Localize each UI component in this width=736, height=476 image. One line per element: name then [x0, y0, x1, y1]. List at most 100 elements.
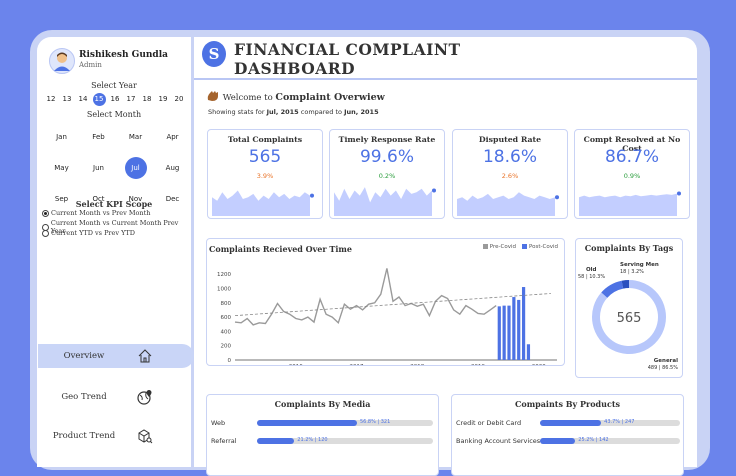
bar-category-label: Credit or Debit Card	[456, 419, 522, 427]
bar-category-label: Referral	[211, 437, 237, 445]
sidebar: Rishikesh Gundla Admin Select Year 12 13 1…	[37, 37, 194, 467]
year-option[interactable]: 18	[142, 95, 152, 103]
month-option[interactable]: Aug	[165, 164, 180, 172]
month-option[interactable]: Nov	[128, 195, 143, 203]
bar-fill	[257, 438, 295, 444]
x-tick-label: 2017	[350, 364, 364, 365]
main-content: S FINANCIAL COMPLAINT DASHBOARD Welcome …	[194, 37, 697, 476]
year-option[interactable]: 20	[174, 95, 184, 103]
radio-selected-icon[interactable]	[42, 209, 49, 217]
select-year-heading: Select Year	[91, 81, 137, 90]
nav-geo-trend[interactable]: Geo Trend	[38, 385, 194, 409]
y-tick-label: 0	[228, 358, 232, 364]
globe-pin-icon	[136, 388, 154, 406]
x-tick-label: 2020	[532, 364, 546, 365]
bar-track	[540, 438, 680, 444]
donut-center-value: 565	[617, 311, 642, 326]
y-tick-label: 1000	[217, 286, 231, 292]
welcome-text: Welcome to Complaint Overwiew	[206, 90, 385, 103]
sparkline-area	[579, 193, 677, 216]
complaints-by-products-panel: Compaints By Products Credit or Debit Ca…	[451, 394, 684, 476]
month-option[interactable]: Jul	[124, 157, 147, 179]
kpi-sparkline	[334, 187, 436, 216]
bar-category-label: Banking Account Services	[456, 437, 541, 445]
kpi-card-timely-response: Timely Response Rate 99.6% 0.2%	[329, 129, 445, 219]
x-tick-label: 2019	[471, 364, 485, 365]
year-option[interactable]: 12	[46, 95, 56, 103]
page-title: FINANCIAL COMPLAINT DASHBOARD	[234, 40, 461, 78]
slice-value-label: 58 | 10.3%	[578, 274, 605, 280]
slice-value-label: 489 | 86.5%	[648, 365, 679, 371]
sparkline-area	[334, 187, 432, 216]
kpi-card-resolved-no-cost: Compt Resolved at No Cost 86.7% 0.9%	[574, 129, 690, 219]
post-covid-bar	[521, 287, 526, 360]
year-option[interactable]: 17	[126, 95, 136, 103]
month-option[interactable]: Jun	[93, 164, 104, 172]
donut-slice	[601, 280, 624, 298]
year-option[interactable]: 19	[158, 95, 168, 103]
bar-fill	[540, 420, 602, 426]
y-tick-label: 400	[221, 329, 232, 335]
bar-fill	[257, 420, 357, 426]
complaints-by-tags-panel: Complaints By Tags 565 Serving Men 18 | 3.…	[575, 238, 683, 378]
legend-pre-covid: Pre-Covid	[482, 244, 516, 250]
kpi-card-disputed-rate: Disputed Rate 18.6% 2.6%	[452, 129, 568, 219]
avatar	[49, 48, 75, 74]
kpi-sparkline	[212, 190, 314, 216]
bar-value-label: 21.2% | 120	[297, 437, 328, 443]
year-option[interactable]: 16	[110, 95, 120, 103]
chart-title: Complaints Recieved Over Time	[209, 244, 352, 254]
sparkline-area	[212, 190, 310, 216]
nav-overview[interactable]: Overview	[38, 344, 194, 368]
year-option[interactable]: 14	[78, 95, 88, 103]
post-covid-bar	[526, 344, 531, 360]
donut-slice	[621, 279, 630, 289]
waving-hand-icon	[206, 90, 220, 102]
bar-track	[540, 420, 680, 426]
y-tick-label: 600	[221, 315, 232, 321]
trend-line	[234, 293, 551, 317]
month-option[interactable]: Oct	[92, 195, 105, 203]
kpi-option-month[interactable]: Current Month vs Prev Month	[42, 209, 150, 217]
y-tick-label: 1200	[217, 272, 231, 278]
radio-icon[interactable]	[42, 229, 49, 237]
sparkline-end-point	[677, 191, 681, 196]
legend-post-covid: Post-Covid	[522, 244, 558, 250]
sparkline-end-point	[555, 195, 559, 200]
x-tick-label: 2018	[410, 364, 424, 365]
y-tick-label: 800	[221, 301, 232, 307]
year-option[interactable]: 15	[92, 93, 106, 106]
user-role: Admin	[79, 61, 102, 69]
month-option[interactable]: Sep	[54, 195, 69, 203]
complaints-by-media-panel: Complaints By Media Web 56.8% | 321 Referr…	[206, 394, 439, 476]
nav-product-trend[interactable]: Product Trend	[38, 424, 194, 448]
post-covid-bar	[517, 299, 521, 360]
kpi-option-ytd[interactable]: Current YTD vs Prev YTD	[42, 229, 135, 237]
post-covid-bar	[497, 306, 501, 360]
chart-legend: Pre-Covid Post-Covid	[482, 244, 558, 250]
month-option[interactable]: Mar	[128, 133, 143, 141]
complaints-line-chart: 0 200 400 600 800 1000 1200 2016 2017 2018 2019 202…	[217, 268, 557, 365]
home-icon	[136, 347, 154, 365]
month-option[interactable]: Apr	[166, 133, 179, 141]
month-option[interactable]: May	[54, 164, 69, 172]
month-option[interactable]: Dec	[165, 195, 180, 203]
y-tick-label: 200	[221, 344, 232, 350]
year-option[interactable]: 13	[62, 95, 72, 103]
chart-title: Compaints By Products	[514, 399, 621, 409]
select-month-heading: Select Month	[86, 110, 142, 119]
bar-value-label: 25.2% | 142	[578, 437, 609, 443]
dashboard-logo-icon: S	[202, 41, 226, 67]
month-option[interactable]: Feb	[92, 133, 105, 141]
bar-track	[257, 438, 433, 444]
kpi-sparkline	[457, 192, 559, 216]
slice-label: Old	[586, 267, 597, 273]
user-avatar-icon	[54, 52, 70, 71]
bar-value-label: 43.7% | 247	[604, 419, 635, 425]
month-option[interactable]: Jan	[56, 133, 67, 141]
slice-value-label: 18 | 3.2%	[620, 269, 644, 275]
year-selector: 12 13 14 15 16 17 18 19 20	[43, 93, 187, 106]
slice-label: General	[654, 358, 678, 364]
complaints-over-time-panel: Complaints Recieved Over Time Pre-Covid …	[206, 238, 565, 366]
post-covid-bar	[507, 305, 511, 360]
